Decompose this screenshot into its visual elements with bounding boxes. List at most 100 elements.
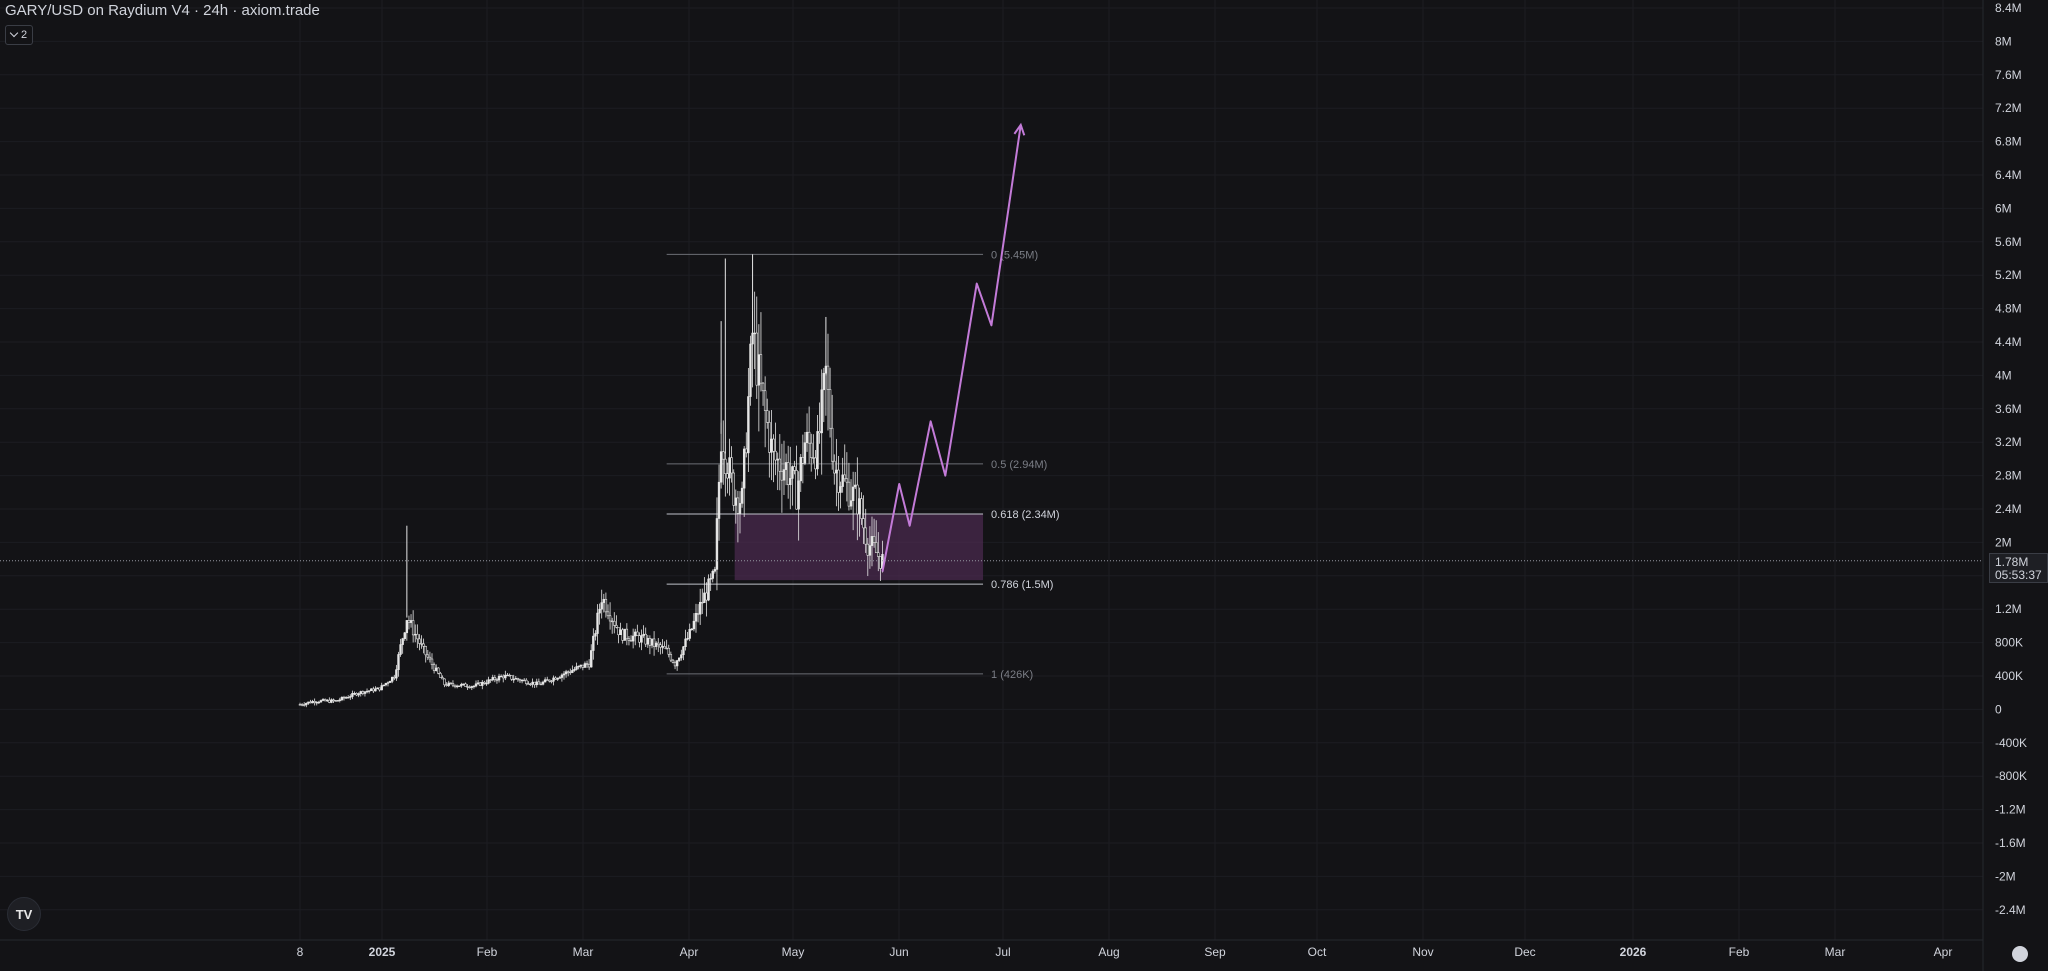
candle-body [833,460,836,474]
candle-body [365,690,369,693]
candle-body [703,592,706,603]
candle-body [734,497,738,506]
candle-body [862,518,865,529]
candle [305,702,308,708]
candle [590,644,593,668]
candle [826,333,830,431]
candle-body [864,527,867,545]
candle-body [717,481,721,519]
candle-body [298,704,302,706]
candle-body [761,382,765,392]
time-axis[interactable]: 8 2025 Feb Mar Apr May Jun Jul Aug Sep Oct Nov Dec 20… [297,945,1953,959]
candle-body [793,466,796,471]
candle [789,446,792,510]
settings-circle-icon[interactable] [2012,946,2028,962]
candle-body [665,647,668,650]
candle [742,446,746,517]
candle [667,644,670,658]
y-tick-label: 400K [1995,669,2023,683]
candle-body [407,620,411,623]
candle-body [478,682,482,686]
candle-body [577,665,580,668]
candle [481,679,484,690]
candle-body [326,699,329,702]
candle-body [499,675,503,678]
candle-body [346,697,350,699]
candle [560,673,564,682]
candle-body [667,647,670,655]
current-price-tag: 1.78M 05:53:37 [1989,553,2048,583]
candle-body [851,486,855,501]
candle-body [858,498,861,515]
candle [451,680,455,688]
candle-body [414,633,417,636]
fib-level-label: 0 (5.45M) [991,249,1038,261]
candle-body [631,635,635,642]
candle [474,680,478,688]
candle-body [378,687,381,691]
legend-toggle-button[interactable]: 2 [5,25,34,45]
candle-body [617,626,620,636]
candle-body [722,451,725,460]
candle-body [839,486,842,493]
candle [799,453,802,492]
candle-body [797,480,800,510]
candle-body [464,683,467,687]
candle-body [305,702,308,706]
candle-body [420,643,423,645]
candle-body [449,682,453,685]
candle [313,698,316,706]
candle-body [397,654,400,670]
candle-body [613,620,616,626]
candle-body [537,681,541,685]
candle-body [772,438,775,452]
tradingview-logo-icon[interactable]: TV [7,897,41,931]
candle [376,687,379,690]
candle-body [432,664,436,671]
candle-body [552,677,555,682]
candle [657,638,660,653]
y-tick-label: 800K [1995,636,2023,650]
candle-body [332,699,335,702]
candle-body [690,628,694,631]
candle-body [835,469,838,474]
candle [497,673,501,683]
candle-body [411,620,415,636]
candle-body [441,677,444,680]
candle-body [386,682,390,684]
candle [504,670,507,681]
candle-body [443,678,446,686]
candle [874,520,878,554]
candle [594,630,597,641]
candle-body [323,699,327,702]
candle-body [328,699,331,703]
candle-body [728,457,731,479]
candle-body [671,659,675,663]
projection-path[interactable] [881,122,1026,572]
candle [713,566,717,574]
candle [740,481,744,508]
candle [543,677,547,683]
fib-retracement[interactable]: 0 (5.45M) 0.5 (2.94M) 0.618 (2.34M) 0.786 (… [666,249,1060,681]
candle-body [504,674,507,679]
candle [485,679,488,686]
candle [791,465,794,506]
candle-body [822,372,826,391]
y-tick-label: -2.4M [1995,903,2026,917]
fib-level-label: 0.618 (2.34M) [991,509,1059,521]
candle [698,588,702,625]
candle-body [615,625,618,628]
candle-body [843,474,846,480]
candle [596,604,599,645]
candle-body [749,343,752,397]
candle-body [363,691,367,694]
candle-body [868,545,872,556]
candle-body [805,431,809,444]
candle [730,446,733,483]
candle-body [434,667,438,671]
price-axis[interactable]: 8.4M 8M 7.6M 7.2M 6.8M 6.4M 6M 5.6M 5.2M 4.8M 4.4M… [1995,1,2027,917]
candle-body [830,427,834,462]
candle [810,433,813,472]
